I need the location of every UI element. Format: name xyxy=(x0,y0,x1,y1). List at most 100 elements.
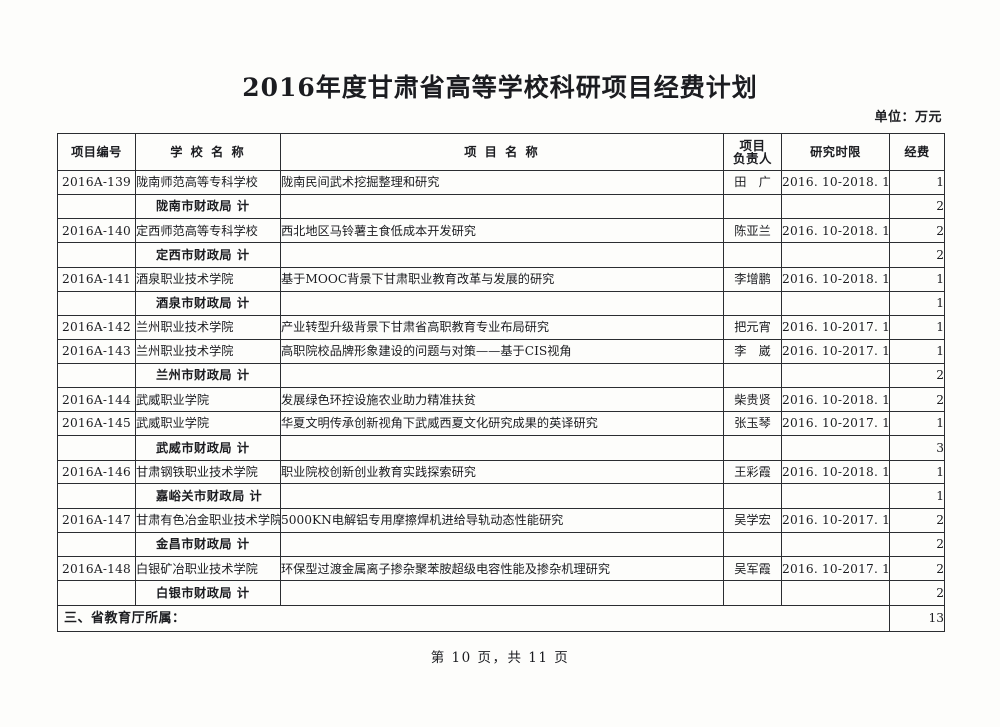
cell-school-name: 武威职业学院 xyxy=(135,411,281,436)
cell-project-name xyxy=(280,242,724,268)
cell-funding: 2 xyxy=(889,362,945,389)
cell-project-name: 环保型过渡金属离子掺杂聚苯胺超级电容性能及掺杂机理研究 xyxy=(280,556,724,582)
cell-project-name xyxy=(280,193,724,220)
column-header-project-leader-line2: 负责人 xyxy=(732,151,772,166)
cell-funding: 2 xyxy=(889,242,945,268)
cell-research-period: 2016. 10-2017. 10 xyxy=(781,315,890,340)
subtotal-row: 酒泉市财政局 计 1 xyxy=(57,290,945,317)
cell-research-period xyxy=(781,531,890,558)
subtotal-row: 兰州市财政局 计 2 xyxy=(57,362,945,389)
cell-project-leader xyxy=(723,483,782,509)
cell-school-name: 白银市财政局 计 xyxy=(135,580,281,606)
subtotal-row: 陇南市财政局 计 2 xyxy=(57,193,945,220)
cell-project-leader: 张玉琴 xyxy=(723,411,782,436)
section-summary-row: 三、省教育厅所属： 13 xyxy=(57,604,945,632)
cell-school-name: 酒泉职业技术学院 xyxy=(135,266,281,292)
subtotal-row: 武威市财政局 计 3 xyxy=(57,434,945,461)
cell-funding: 1 xyxy=(889,170,945,195)
cell-research-period xyxy=(781,580,890,606)
subtotal-row: 白银市财政局 计 2 xyxy=(57,580,945,606)
table-header-row: 项目编号 学 校 名 称 项 目 名 称 项目 负责人 研究时限 经费 xyxy=(57,133,945,171)
cell-project-name: 5000KN电解铝专用摩擦焊机进给导轨动态性能研究 xyxy=(280,507,724,533)
cell-school-name: 兰州职业技术学院 xyxy=(135,315,281,340)
page-footer: 第 10 页，共 11 页 xyxy=(430,650,570,666)
cell-project-code xyxy=(57,290,136,317)
cell-funding: 1 xyxy=(889,411,945,436)
table-row: 2016A-139 陇南师范高等专科学校 陇南民间武术挖掘整理和研究田 广 2016.… xyxy=(57,170,945,195)
cell-project-leader: 吴学宏 xyxy=(723,507,782,533)
table-row: 2016A-142 兰州职业技术学院 产业转型升级背景下甘肃省高职教育专业布局研究把… xyxy=(57,315,945,340)
cell-school-name: 兰州市财政局 计 xyxy=(135,362,281,389)
cell-funding: 2 xyxy=(889,387,945,413)
table-header: 项目编号 学 校 名 称 项 目 名 称 项目 负责人 研究时限 经费 xyxy=(57,133,945,171)
cell-project-leader xyxy=(723,362,782,389)
cell-project-leader: 李 崴 xyxy=(723,338,782,364)
cell-funding: 1 xyxy=(889,290,945,317)
section-summary-label: 三、省教育厅所属： xyxy=(57,604,890,632)
cell-project-name: 华夏文明传承创新视角下武威西夏文化研究成果的英译研究 xyxy=(280,411,724,436)
cell-school-name: 兰州职业技术学院 xyxy=(135,338,281,364)
cell-project-code xyxy=(57,362,136,389)
cell-project-leader xyxy=(723,290,782,317)
cell-research-period: 2016. 10-2017. 10 xyxy=(781,507,890,533)
cell-school-name: 甘肃有色冶金职业技术学院 xyxy=(135,507,281,533)
cell-project-name: 高职院校品牌形象建设的问题与对策——基于CIS视角 xyxy=(280,338,724,364)
cell-funding: 2 xyxy=(889,556,945,582)
cell-research-period xyxy=(781,290,890,317)
cell-project-leader xyxy=(723,531,782,558)
cell-project-code: 2016A-148 xyxy=(57,556,136,582)
cell-school-name: 酒泉市财政局 计 xyxy=(135,290,281,317)
table-row: 2016A-145 武威职业学院 华夏文明传承创新视角下武威西夏文化研究成果的英译研… xyxy=(57,411,945,436)
cell-funding: 2 xyxy=(889,531,945,558)
cell-project-code: 2016A-143 xyxy=(57,338,136,364)
cell-project-leader xyxy=(723,193,782,220)
cell-project-code xyxy=(57,242,136,268)
subtotal-row: 嘉峪关市财政局 计 1 xyxy=(57,483,945,509)
table-row: 2016A-143 兰州职业技术学院 高职院校品牌形象建设的问题与对策——基于CIS… xyxy=(57,338,945,364)
cell-research-period xyxy=(781,362,890,389)
cell-project-code: 2016A-139 xyxy=(57,170,136,195)
cell-funding: 2 xyxy=(889,218,945,244)
cell-school-name: 武威职业学院 xyxy=(135,387,281,413)
table-row: 2016A-141 酒泉职业技术学院 基于MOOC背景下甘肃职业教育改革与发展的研究… xyxy=(57,266,945,292)
column-header-project-leader: 项目 负责人 xyxy=(723,133,782,171)
cell-project-name xyxy=(280,290,724,317)
cell-funding: 1 xyxy=(889,459,945,485)
page-title: 2016年度甘肃省高等学校科研项目经费计划 xyxy=(242,73,758,102)
cell-research-period xyxy=(781,483,890,509)
cell-project-name xyxy=(280,580,724,606)
cell-funding: 2 xyxy=(889,580,945,606)
cell-project-code: 2016A-146 xyxy=(57,459,136,485)
cell-school-name: 白银矿冶职业技术学院 xyxy=(135,556,281,582)
cell-project-code: 2016A-144 xyxy=(57,387,136,413)
cell-project-leader xyxy=(723,580,782,606)
cell-project-code xyxy=(57,483,136,509)
cell-project-leader: 柴贵贤 xyxy=(723,387,782,413)
cell-project-leader: 田 广 xyxy=(723,170,782,195)
table-row: 2016A-148 白银矿冶职业技术学院 环保型过渡金属离子掺杂聚苯胺超级电容性能及… xyxy=(57,556,945,582)
cell-school-name: 定西师范高等专科学校 xyxy=(135,218,281,244)
cell-project-leader: 陈亚兰 xyxy=(723,218,782,244)
cell-research-period: 2016. 10-2018. 10 xyxy=(781,218,890,244)
table-body: 2016A-139 陇南师范高等专科学校 陇南民间武术挖掘整理和研究田 广 2016.… xyxy=(57,170,945,632)
cell-research-period: 2016. 10-2017. 10 xyxy=(781,411,890,436)
cell-research-period: 2016. 10-2018. 10 xyxy=(781,387,890,413)
subtotal-row: 定西市财政局 计 2 xyxy=(57,242,945,268)
cell-school-name: 武威市财政局 计 xyxy=(135,434,281,461)
cell-project-name: 职业院校创新创业教育实践探索研究 xyxy=(280,459,724,485)
cell-project-leader: 把元宵 xyxy=(723,315,782,340)
column-header-project-name: 项 目 名 称 xyxy=(280,133,724,171)
cell-project-name: 发展绿色环控设施农业助力精准扶贫 xyxy=(280,387,724,413)
cell-project-leader xyxy=(723,434,782,461)
cell-funding: 1 xyxy=(889,315,945,340)
cell-research-period: 2016. 10-2017. 10 xyxy=(781,338,890,364)
table-row: 2016A-144 武威职业学院 发展绿色环控设施农业助力精准扶贫 柴贵贤 2016. … xyxy=(57,387,945,413)
cell-research-period: 2016. 10-2018. 10 xyxy=(781,266,890,292)
cell-research-period xyxy=(781,242,890,268)
cell-project-name xyxy=(280,434,724,461)
cell-project-name xyxy=(280,531,724,558)
cell-project-name: 基于MOOC背景下甘肃职业教育改革与发展的研究 xyxy=(280,266,724,292)
cell-school-name: 陇南师范高等专科学校 xyxy=(135,170,281,195)
cell-project-code xyxy=(57,193,136,220)
table-row: 2016A-146 甘肃钢铁职业技术学院 职业院校创新创业教育实践探索研究 王彩霞 20… xyxy=(57,459,945,485)
